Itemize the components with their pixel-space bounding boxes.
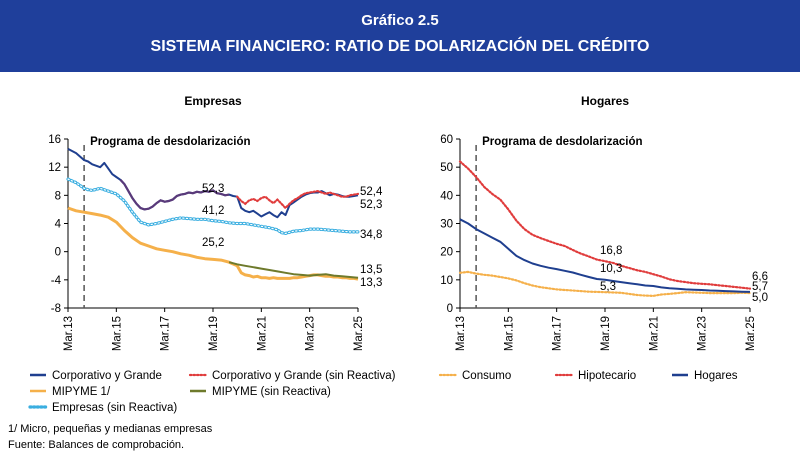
empresas-series-corporativo-y-grande-sin-reactiva- (236, 189, 360, 210)
empresas-annotation: Programa de desdolarización (90, 136, 250, 148)
hogares-panel-title: Hogares (581, 94, 629, 108)
empresas-label-empresas-2019: 41,2 (202, 205, 224, 217)
empresas-y-tick-label: -4 (51, 275, 62, 287)
legend-hogares-label: Hogares (694, 370, 738, 382)
empresas-y-tick-label: -8 (51, 303, 61, 315)
empresas-y-tick-label: 0 (55, 247, 61, 259)
legend-corporativo-label: Corporativo y Grande (52, 370, 162, 382)
legend-corporativo-sin-reactiva-label: Corporativo y Grande (sin Reactiva) (212, 370, 396, 382)
hogares-x-tick-label: Mar.25 (745, 316, 757, 351)
hogares-label-end-1: 6,6 (752, 271, 768, 283)
empresas-x-tick-label: Mar.17 (160, 316, 172, 351)
legend-hipotecario-label: Hipotecario (578, 370, 636, 382)
hogares-y-tick-label: 10 (440, 275, 453, 287)
hogares-y-tick-label: 60 (440, 134, 453, 146)
legend-mipyme-sin-reactiva-label: MIPYME (sin Reactiva) (212, 386, 331, 398)
hogares-label-consumo-2019: 5,3 (600, 281, 616, 293)
hogares-y-tick-label: 40 (440, 190, 453, 202)
hogares-x-tick-label: Mar.23 (697, 316, 709, 351)
hogares-x-tick-label: Mar.19 (600, 316, 612, 351)
empresas-label-end-1: 52,4 (360, 186, 383, 198)
empresas-x-tick-label: Mar.25 (353, 316, 365, 351)
hogares-x-tick-label: Mar.13 (455, 316, 467, 351)
hogares-label-hogares-2019: 10,3 (600, 263, 622, 275)
hogares-y-tick-label: 20 (440, 247, 453, 259)
hogares-label-end-3: 5,0 (752, 292, 768, 304)
empresas-series-mipyme-1- (67, 206, 359, 281)
empresas-y-tick-label: 4 (55, 219, 62, 231)
hogares-annotation: Programa de desdolarización (482, 136, 642, 148)
empresas-label-end-5: 13,3 (360, 277, 382, 289)
empresas-x-tick-label: Mar.23 (305, 316, 317, 351)
hogares-y-tick-label: 0 (447, 303, 453, 315)
empresas-x-tick-label: Mar.15 (111, 316, 123, 351)
chart-banner: Gráfico 2.5 SISTEMA FINANCIERO: RATIO DE… (0, 0, 800, 72)
empresas-label-end-2: 52,3 (360, 199, 382, 211)
hogares-series-hipotecario (458, 160, 752, 290)
footnote-mipyme: 1/ Micro, pequeñas y medianas empresas (8, 423, 213, 435)
hogares-y-tick-label: 30 (440, 219, 453, 231)
empresas-label-mipyme-2019: 25,2 (202, 237, 224, 249)
empresas-label-end-4: 13,5 (360, 264, 382, 276)
chart-kicker: Gráfico 2.5 (361, 12, 439, 29)
empresas-y-tick-label: 16 (48, 134, 61, 146)
empresas-label-end-3: 34,8 (360, 229, 382, 241)
hogares-label-hipotecario-2019: 16,8 (600, 245, 622, 257)
source-note: Fuente: Balances de comprobación. (8, 439, 185, 451)
empresas-panel-title: Empresas (184, 94, 242, 108)
empresas-series-accent (119, 179, 230, 211)
legend-empresas-sin-reactiva-label: Empresas (sin Reactiva) (52, 402, 177, 414)
hogares-series-consumo (458, 270, 752, 298)
hogares-series-hogares (459, 218, 751, 293)
empresas-series-mipyme-sin-reactiva- (228, 261, 359, 279)
hogares-x-tick-label: Mar.17 (552, 316, 564, 351)
hogares-y-tick-label: 50 (440, 162, 453, 174)
empresas-x-tick-label: Mar.13 (63, 316, 75, 351)
empresas-chart: Empresas -8 -4 0 4 8 12 16 Mar.13 Mar.15 Mar.17 Mar… (28, 94, 396, 414)
hogares-x-tick-label: Mar.15 (503, 316, 515, 351)
legend-consumo-label: Consumo (462, 370, 511, 382)
empresas-y-tick-label: 12 (48, 162, 61, 174)
empresas-label-corporativo-2019: 52,3 (202, 183, 224, 195)
empresas-x-tick-label: Mar.19 (208, 316, 220, 351)
hogares-chart: Hogares 0 10 20 30 40 50 60 Mar.13 Mar.15 Mar.17 Ma… (438, 94, 768, 382)
hogares-label-end-2: 5,7 (752, 281, 768, 293)
empresas-series-empresas-sin-reactiva--inner (67, 178, 359, 235)
hogares-x-tick-label: Mar.21 (648, 316, 660, 351)
empresas-y-tick-label: 8 (55, 190, 61, 202)
chart-title: SISTEMA FINANCIERO: RATIO DE DOLARIZACIÓ… (150, 38, 650, 55)
legend-mipyme-label: MIPYME 1/ (52, 386, 111, 398)
empresas-x-tick-label: Mar.21 (256, 316, 268, 351)
